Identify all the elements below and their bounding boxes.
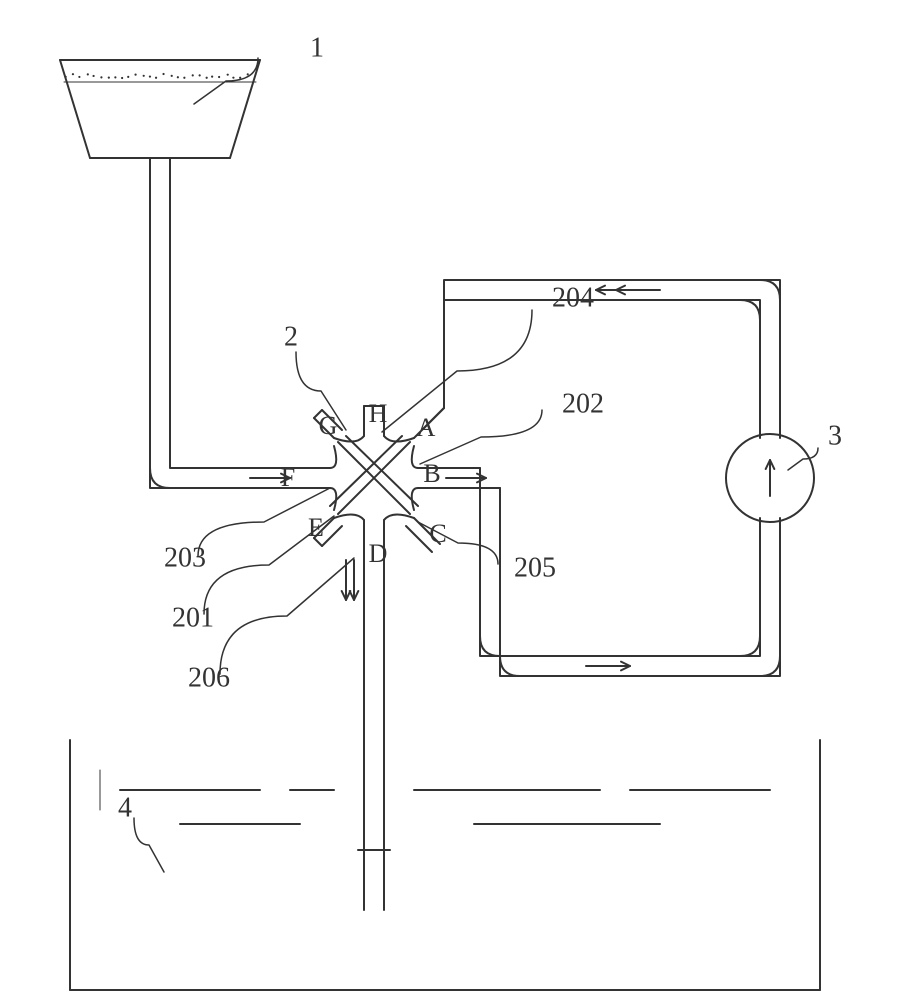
flow-diagram: 1 2 3 4 201 202 203 204 205 206 AB C D EFG H — [0, 0, 899, 1000]
port-label-D: D — [369, 539, 388, 568]
port-label-C: C — [429, 519, 446, 548]
port-label-F: F — [281, 463, 295, 492]
port-label-G: G — [319, 411, 338, 440]
label-1: 1 — [310, 32, 324, 63]
label-206: 206 — [188, 662, 230, 693]
label-205: 205 — [514, 552, 556, 583]
label-203: 203 — [164, 542, 206, 573]
port-label-A: A — [417, 413, 436, 442]
label-202: 202 — [562, 388, 604, 419]
label-2: 2 — [284, 321, 298, 352]
port-label-H: H — [369, 399, 388, 428]
label-204: 204 — [552, 282, 594, 313]
port-label-E: E — [308, 513, 324, 542]
label-4: 4 — [118, 792, 132, 823]
port-label-B: B — [423, 459, 440, 488]
label-3: 3 — [828, 420, 842, 451]
label-201: 201 — [172, 602, 214, 633]
